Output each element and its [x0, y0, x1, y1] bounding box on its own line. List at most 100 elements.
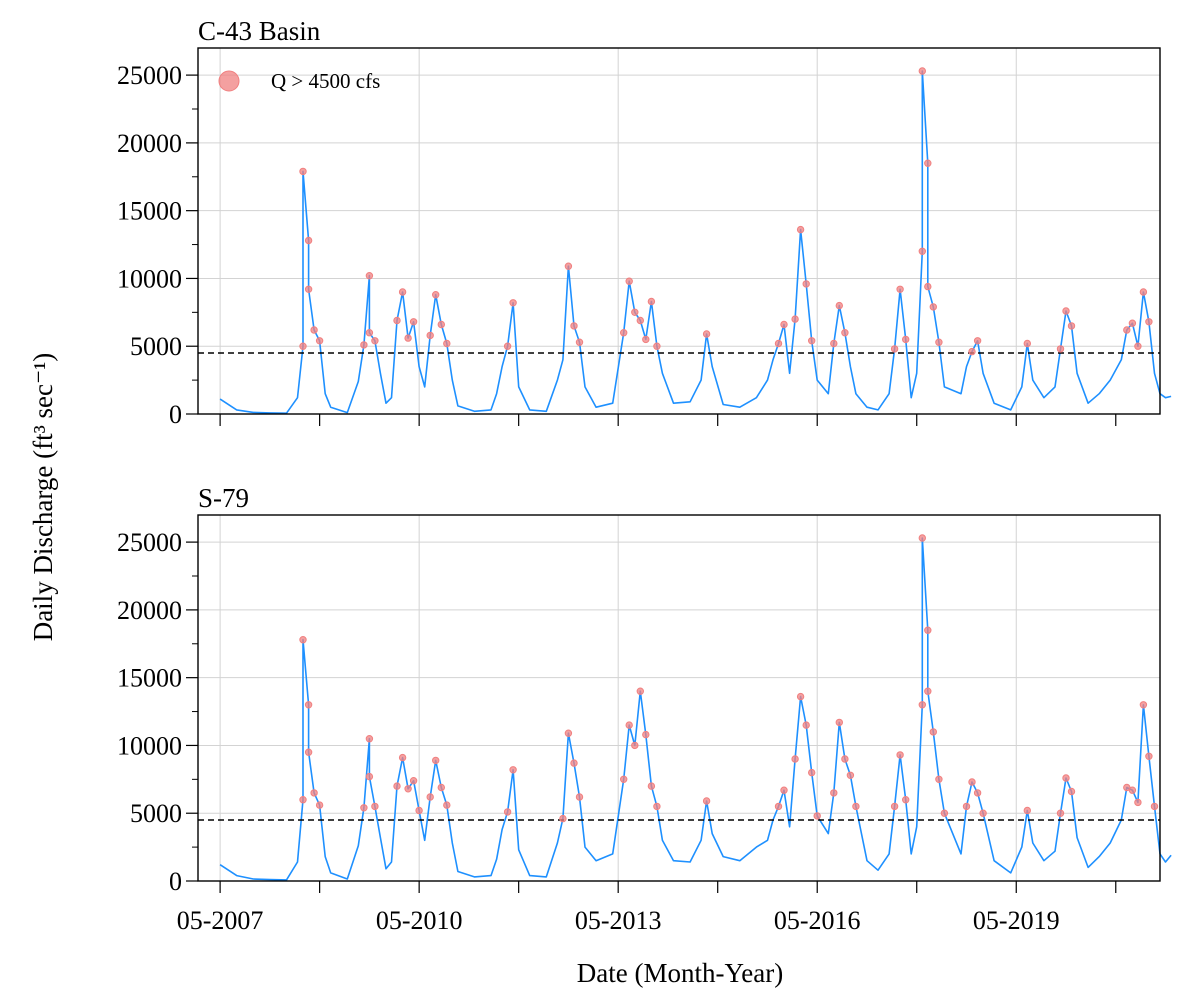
exceedance-point — [791, 315, 799, 323]
exceedance-point — [1062, 774, 1070, 782]
x-tick-label: 05-2010 — [376, 906, 463, 935]
exceedance-point — [796, 225, 805, 234]
exceedance-point — [559, 814, 567, 823]
exceedance-point — [371, 337, 379, 345]
exceedance-point — [371, 802, 379, 811]
exceedance-point — [902, 796, 910, 804]
exceedance-point — [702, 797, 711, 805]
exceedance-point — [1134, 342, 1142, 350]
exceedance-point — [968, 778, 976, 786]
exceedance-point — [304, 236, 313, 245]
exceedance-point — [404, 334, 412, 342]
exceedance-point — [570, 322, 578, 330]
exceedance-point — [636, 687, 644, 695]
exceedance-point — [564, 729, 573, 737]
exceedance-point — [631, 741, 639, 750]
y-tick-label: 25000 — [117, 61, 182, 90]
exceedance-point — [304, 285, 313, 293]
x-tick-label: 05-2013 — [575, 906, 662, 935]
exceedance-point — [940, 809, 949, 817]
exceedance-point — [443, 339, 451, 348]
discharge-series-line — [219, 537, 1172, 881]
exceedance-point — [830, 789, 838, 797]
exceedance-point — [625, 721, 633, 729]
exceedance-point — [1123, 326, 1131, 334]
exceedance-point — [968, 347, 976, 356]
exceedance-point — [503, 342, 512, 350]
exceedance-point — [1067, 787, 1076, 796]
y-tick-label: 15000 — [117, 197, 182, 226]
exceedance-point — [304, 701, 313, 709]
exceedance-point — [426, 331, 434, 340]
exceedance-point — [962, 802, 971, 811]
exceedance-point — [918, 67, 926, 75]
x-axis-title: Date (Month-Year) — [577, 958, 783, 988]
exceedance-point — [1139, 701, 1148, 709]
exceedance-point — [1128, 319, 1137, 327]
exceedance-point — [360, 341, 368, 349]
exceedance-point — [808, 337, 816, 345]
exceedance-point — [1067, 322, 1076, 330]
exceedance-point — [918, 247, 926, 256]
x-tick-label: 05-2016 — [774, 906, 861, 935]
exceedance-point — [409, 777, 418, 785]
exceedance-point — [299, 636, 307, 644]
exceedance-point — [1056, 809, 1065, 817]
exceedance-point — [835, 301, 843, 310]
exceedance-point — [890, 345, 899, 353]
y-tick-label: 10000 — [117, 731, 182, 760]
exceedance-point — [642, 730, 650, 739]
exceedance-point — [636, 316, 644, 325]
exceedance-point — [393, 316, 401, 325]
exceedance-point — [702, 330, 711, 338]
exceedance-point — [774, 339, 783, 348]
exceedance-point — [1056, 345, 1065, 353]
chart-panel-1: 0 5000 10000 15000 20000 25000 05-2007 05-2010 0… — [117, 483, 1172, 935]
exceedance-point — [973, 337, 982, 345]
exceedance-point — [1150, 802, 1159, 811]
exceedance-point — [365, 329, 374, 337]
exceedance-point — [1145, 752, 1153, 760]
exceedance-point — [1128, 786, 1137, 794]
exceedance-point — [841, 329, 849, 337]
exceedance-point — [642, 335, 650, 344]
exceedance-point — [780, 320, 788, 329]
exceedance-point — [409, 318, 418, 326]
exceedance-point — [575, 338, 584, 346]
exceedance-point — [509, 766, 517, 774]
exceedance-point — [813, 812, 821, 820]
exceedance-point — [935, 338, 943, 346]
exceedance-point — [365, 735, 374, 743]
chart-panels: 0 5000 10000 15000 20000 25000 C-43 Basin Q > 4… — [117, 16, 1172, 935]
exceedance-point — [846, 771, 855, 779]
exceedance-point — [802, 721, 810, 729]
y-tick-label: 0 — [169, 867, 182, 896]
exceedance-point — [979, 809, 987, 817]
y-tick-label: 5000 — [130, 799, 182, 828]
exceedance-point — [647, 782, 656, 790]
exceedance-point — [835, 718, 843, 727]
x-tick-label: 05-2007 — [177, 906, 264, 935]
exceedance-point — [1139, 288, 1148, 296]
exceedance-point — [929, 728, 937, 736]
plot-frame — [197, 47, 1161, 415]
exceedance-point — [653, 342, 661, 350]
exceedance-point — [774, 802, 783, 811]
legend-marker — [218, 70, 240, 92]
y-tick-label: 0 — [169, 400, 182, 429]
y-tick-label: 20000 — [117, 129, 182, 158]
exceedance-point — [647, 297, 656, 306]
exceedance-point — [841, 755, 849, 763]
exceedance-point — [365, 272, 374, 280]
exceedance-point — [1062, 307, 1070, 315]
exceedance-point — [393, 782, 401, 790]
exceedance-point — [929, 303, 937, 311]
exceedance-point — [315, 801, 324, 809]
plot-frame — [197, 514, 1161, 882]
exceedance-point — [902, 335, 910, 344]
legend: Q > 4500 cfs — [218, 69, 380, 93]
exceedance-point — [404, 785, 412, 793]
exceedance-point — [432, 756, 440, 765]
